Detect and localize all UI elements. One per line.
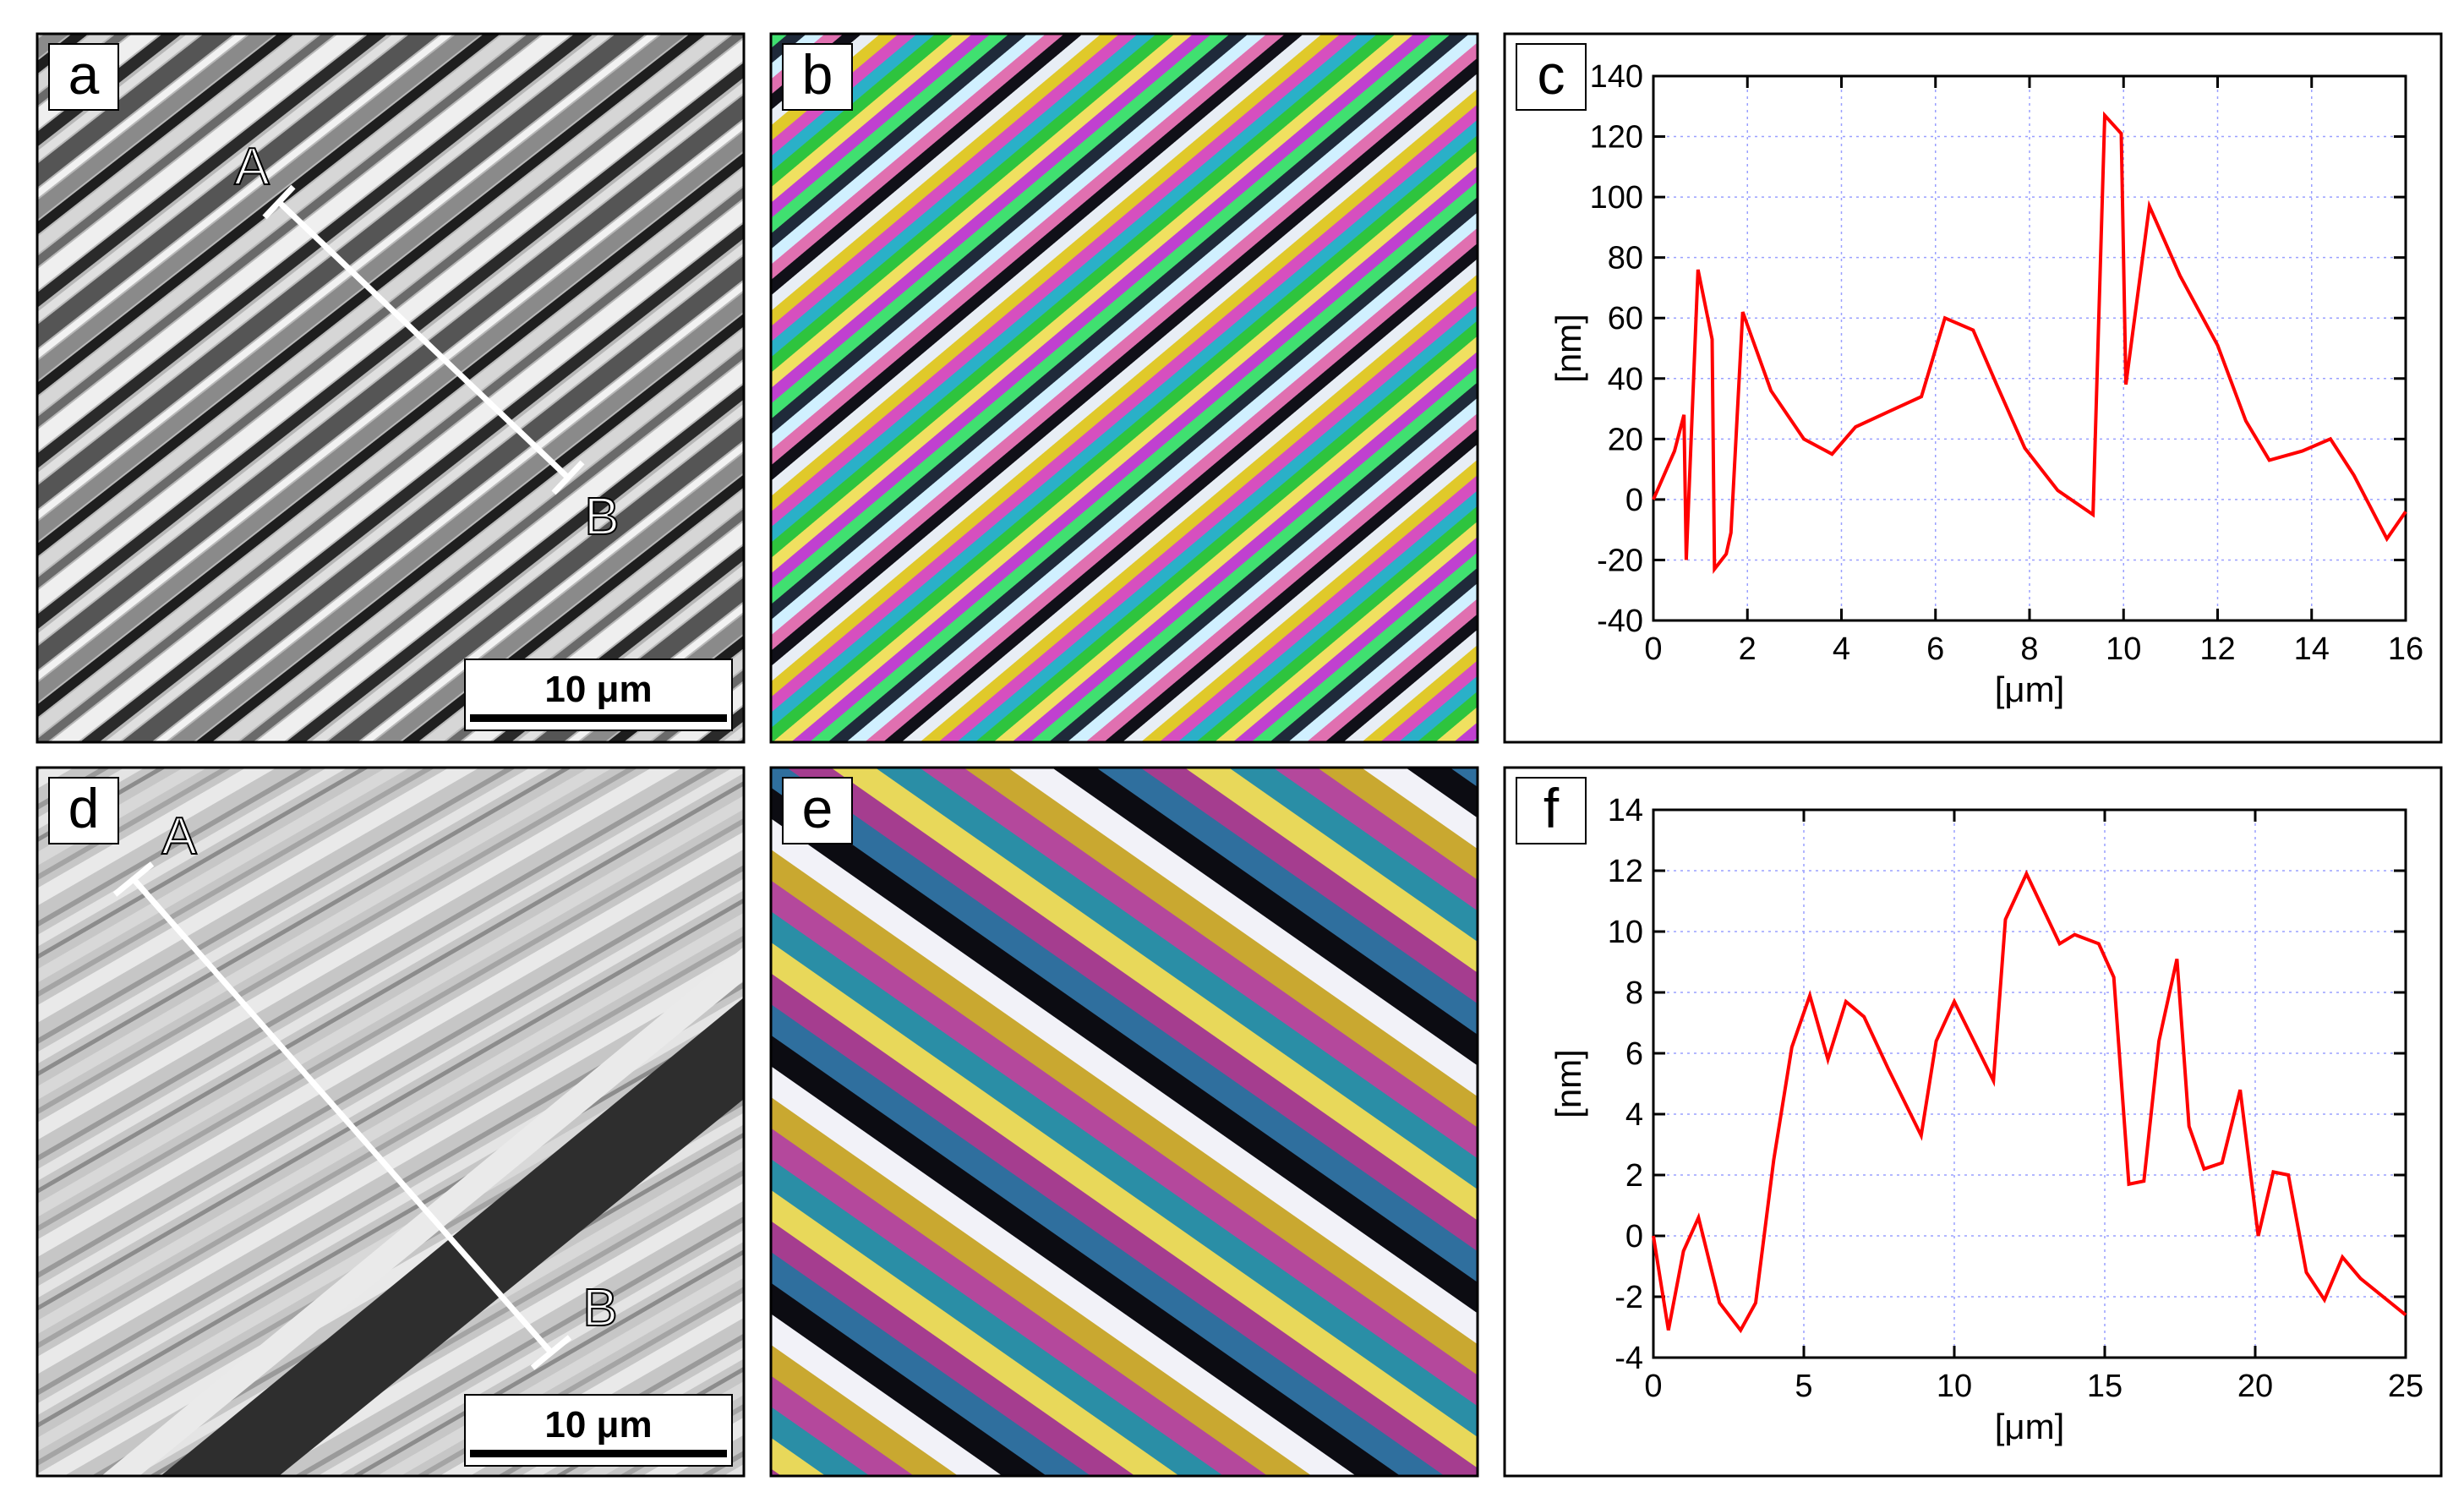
chart-c: 0 2 4 6 8 10 12 14 16 -40 -20 0 20 40 60 80 100 120 140 [μm… [1549,59,2423,709]
y-tick-label-c-9: 140 [1590,59,1643,95]
panel-label-b: b [802,43,833,106]
x-tick-label-f-1: 5 [1795,1369,1812,1404]
panel-d: d A B 10 μm [36,766,746,1478]
panel-label-a: a [68,43,100,106]
panel-label-box-e [782,777,853,844]
x-tick-label-c-2: 4 [1833,631,1850,667]
x-tick-label-c-0: 0 [1644,631,1662,667]
x-tick-label-f-3: 15 [2087,1369,2123,1404]
y-axis-label-f: [nm] [1549,1049,1588,1118]
x-tick-label-c-8: 16 [2388,631,2423,667]
scale-bar-d [470,1450,727,1457]
panel-b: b [769,32,1479,744]
x-axis-label-f: [μm] [1995,1407,2065,1446]
scale-bar-label-d: 10 μm [544,1404,652,1446]
frame-e [769,766,1479,1478]
panel-label-box-d [48,777,119,844]
panel-a: a A B 10 μm [36,32,746,744]
y-tick-label-c-6: 80 [1608,241,1643,276]
x-tick-label-f-4: 20 [2237,1369,2273,1404]
interferogram-e [771,768,1478,1476]
scale-bar-a [470,714,727,722]
y-tick-label-f-4: 4 [1625,1097,1643,1133]
y-tick-label-f-8: 12 [1608,854,1643,889]
panel-label-c: c [1538,43,1565,106]
chart-f: 0 5 10 15 20 25 -4 -2 0 2 4 6 8 10 12 14 [μm] [nm] [1549,793,2423,1446]
x-tick-label-c-3: 6 [1926,631,1944,667]
panel-label-box-f [1516,777,1587,844]
profile-line-d [112,861,572,1370]
x-tick-label-c-6: 12 [2199,631,2235,667]
panel-c: c 0 2 4 6 8 10 12 14 16 -40 -20 0 20 40 60 80 100 120 140 [… [1503,32,2443,744]
x-tick-label-c-4: 8 [2020,631,2038,667]
y-tick-label-f-1: -2 [1614,1280,1643,1315]
panel-f: f 0 5 10 15 20 25 -4 -2 0 2 4 6 8 10 12 14 [μm] [nm] [1503,766,2443,1478]
y-tick-label-f-9: 14 [1608,793,1643,828]
profile-line-a [262,184,585,495]
x-tick-label-f-2: 10 [1937,1369,1972,1404]
y-tick-label-c-5: 60 [1608,301,1643,336]
series-line-c-0 [1652,111,2407,574]
y-tick-label-f-5: 6 [1625,1036,1643,1072]
y-tick-label-c-7: 100 [1590,180,1643,216]
y-tick-label-c-1: -20 [1597,543,1643,578]
y-tick-label-f-2: 0 [1625,1219,1643,1254]
y-tick-label-f-0: -4 [1614,1341,1643,1376]
frame-c [1503,32,2443,744]
series-line-f-0 [1652,869,2407,1334]
y-axis-label-c: [nm] [1549,314,1588,383]
y-tick-label-c-3: 20 [1608,422,1643,457]
y-tick-label-f-6: 8 [1625,976,1643,1011]
frame-d [36,766,746,1478]
x-tick-label-f-0: 0 [1644,1369,1662,1404]
panel-label-box-c [1516,43,1587,111]
frame-a [36,32,746,744]
point-b-label-d: B [582,1279,617,1337]
x-axis-label-c: [μm] [1995,670,2065,709]
y-tick-label-c-8: 120 [1590,120,1643,156]
panel-label-box-b [782,43,853,111]
y-tick-label-c-2: 0 [1625,483,1643,518]
panel-label-box-a [48,43,119,111]
x-tick-label-c-7: 14 [2294,631,2330,667]
panel-label-f: f [1543,777,1560,839]
panel-label-e: e [802,777,833,839]
point-a-label: A [234,138,270,196]
panel-label-d: d [68,777,100,839]
x-tick-label-c-1: 2 [1739,631,1756,667]
interferogram-b [771,34,1478,742]
x-tick-label-f-5: 25 [2388,1369,2423,1404]
y-tick-label-f-3: 2 [1625,1158,1643,1194]
scale-bar-label-a: 10 μm [544,669,652,710]
panel-e: e [769,766,1479,1478]
x-tick-label-c-5: 10 [2106,631,2141,667]
point-b-label: B [584,488,619,546]
y-tick-label-c-0: -40 [1597,604,1643,639]
frame-b [769,32,1479,744]
point-a-label-d: A [161,807,197,866]
micrograph-a [37,34,744,742]
y-tick-label-f-7: 10 [1608,915,1643,950]
plot-area-f [1652,808,2407,1359]
y-tick-label-c-4: 40 [1608,362,1643,397]
